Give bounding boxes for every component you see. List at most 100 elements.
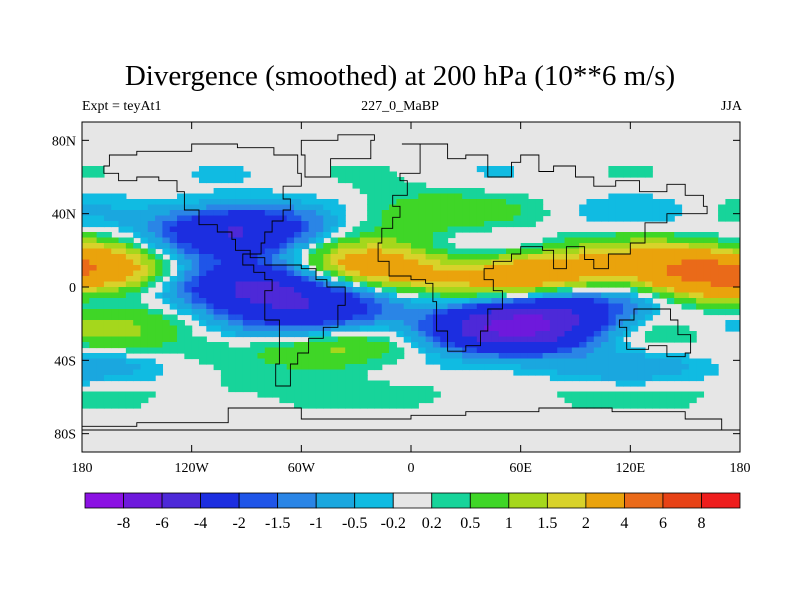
field-cell bbox=[323, 292, 332, 299]
field-cell bbox=[637, 204, 646, 211]
field-cell bbox=[381, 281, 390, 288]
field-cell bbox=[220, 166, 229, 173]
field-cell bbox=[579, 281, 588, 288]
colorbar: -8 -6 -4 -2 -1.5 -1 -0.5 -0.2 0.2 0.5 1 1.5 2 4 6 8 bbox=[84, 492, 741, 532]
field-cell bbox=[257, 391, 266, 398]
field-cell bbox=[498, 342, 507, 349]
field-cell bbox=[476, 276, 485, 283]
field-cell bbox=[264, 270, 273, 277]
field-cell bbox=[323, 402, 332, 409]
field-cell bbox=[294, 402, 302, 409]
field-cell bbox=[133, 199, 142, 206]
field-cell bbox=[250, 347, 259, 354]
field-cell bbox=[308, 292, 317, 299]
field-cell bbox=[564, 276, 573, 283]
field-cell bbox=[169, 243, 178, 250]
field-cell bbox=[352, 171, 361, 178]
field-cell bbox=[103, 237, 112, 244]
field-cell bbox=[454, 215, 463, 222]
field-cell bbox=[96, 210, 105, 217]
field-cell bbox=[250, 298, 259, 305]
field-cell bbox=[579, 254, 588, 261]
field-cell bbox=[235, 166, 244, 173]
field-cell bbox=[703, 369, 712, 376]
field-cell bbox=[674, 254, 683, 261]
field-cell bbox=[272, 281, 280, 288]
field-cell bbox=[82, 171, 90, 178]
field-cell bbox=[557, 248, 566, 255]
field-cell bbox=[520, 347, 529, 354]
field-cell bbox=[476, 325, 485, 332]
field-cell bbox=[527, 298, 536, 305]
field-cell bbox=[469, 325, 478, 332]
field-cell bbox=[308, 215, 317, 222]
field-cell bbox=[82, 298, 90, 305]
field-cell bbox=[213, 166, 222, 173]
field-cell bbox=[476, 347, 485, 354]
field-cell bbox=[301, 298, 310, 305]
field-cell bbox=[623, 166, 631, 173]
field-cell bbox=[279, 325, 288, 332]
field-cell bbox=[235, 265, 244, 272]
field-cell bbox=[549, 358, 558, 365]
field-cell bbox=[593, 347, 602, 354]
field-cell bbox=[315, 226, 324, 233]
field-cell bbox=[601, 336, 609, 343]
field-cell bbox=[425, 391, 434, 398]
field-cell bbox=[125, 254, 134, 261]
field-cell bbox=[286, 386, 295, 393]
field-cell bbox=[462, 259, 471, 266]
field-cell bbox=[228, 331, 237, 338]
field-cell bbox=[389, 177, 397, 184]
field-cell bbox=[637, 171, 646, 178]
field-cell bbox=[330, 243, 339, 250]
field-cell bbox=[462, 281, 471, 288]
field-cell bbox=[177, 199, 185, 206]
field-cell bbox=[140, 199, 149, 206]
field-cell bbox=[220, 204, 229, 211]
field-cell bbox=[206, 204, 215, 211]
field-cell bbox=[367, 364, 376, 371]
field-cell bbox=[396, 402, 405, 409]
field-cell bbox=[111, 325, 120, 332]
field-cell bbox=[389, 386, 397, 393]
field-cell bbox=[264, 303, 273, 310]
field-cell bbox=[118, 369, 127, 376]
field-cell bbox=[89, 402, 98, 409]
field-cell bbox=[389, 232, 397, 239]
field-cell bbox=[469, 287, 478, 294]
field-cell bbox=[323, 353, 332, 360]
field-cell bbox=[476, 199, 485, 206]
field-cell bbox=[235, 369, 244, 376]
field-cell bbox=[593, 375, 602, 382]
field-cell bbox=[140, 232, 149, 239]
field-cell bbox=[681, 248, 690, 255]
field-cell bbox=[498, 254, 507, 261]
field-cell bbox=[367, 166, 376, 173]
field-cell bbox=[608, 265, 617, 272]
field-cell bbox=[696, 237, 705, 244]
field-cell bbox=[177, 281, 185, 288]
field-cell bbox=[294, 386, 302, 393]
field-cell bbox=[608, 259, 617, 266]
field-cell bbox=[337, 237, 346, 244]
field-cell bbox=[666, 270, 675, 277]
field-cell bbox=[111, 369, 120, 376]
field-cell bbox=[418, 193, 427, 200]
field-cell bbox=[286, 248, 295, 255]
field-cell bbox=[103, 265, 112, 272]
field-cell bbox=[381, 199, 390, 206]
field-cell bbox=[242, 199, 251, 206]
field-cell bbox=[564, 259, 573, 266]
field-cell bbox=[659, 358, 668, 365]
field-cell bbox=[403, 199, 412, 206]
field-cell bbox=[491, 298, 500, 305]
field-cell bbox=[440, 254, 449, 261]
field-cell bbox=[359, 188, 368, 195]
field-cell bbox=[564, 270, 573, 277]
field-cell bbox=[198, 215, 207, 222]
field-cell bbox=[513, 347, 522, 354]
field-cell bbox=[337, 204, 346, 211]
field-cell bbox=[513, 265, 522, 272]
field-cell bbox=[403, 237, 412, 244]
